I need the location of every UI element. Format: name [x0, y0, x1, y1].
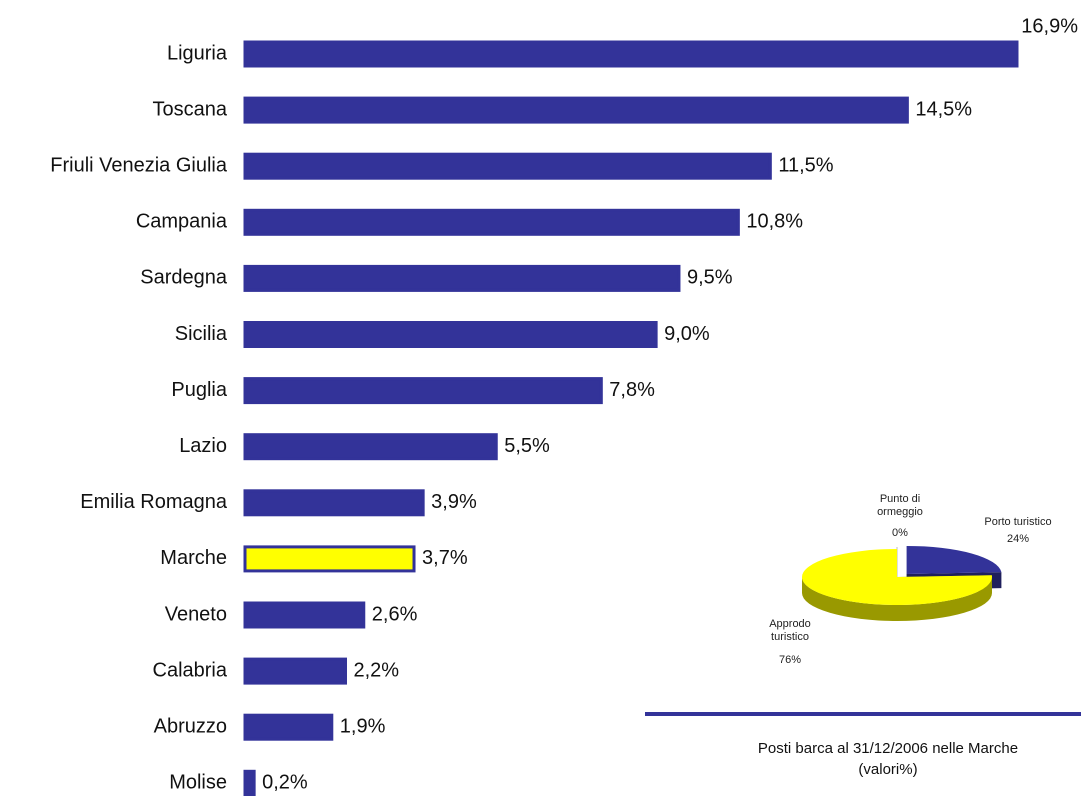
- bar: [243, 152, 772, 180]
- category-label: Campania: [136, 211, 228, 233]
- value-label: 10,8%: [746, 211, 803, 233]
- bar: [243, 489, 425, 517]
- category-label: Friuli Venezia Giulia: [50, 154, 228, 176]
- category-label: Puglia: [171, 379, 227, 401]
- bar: [243, 601, 366, 629]
- category-label: Molise: [169, 772, 227, 794]
- value-label: 14,5%: [915, 98, 972, 120]
- bar: [243, 433, 498, 461]
- pie-value-label: 0%: [892, 527, 908, 539]
- value-label: 11,5%: [778, 154, 833, 176]
- pie-value-label: 24%: [1006, 533, 1030, 545]
- category-label: Emilia Romagna: [80, 491, 228, 513]
- bar: [243, 377, 603, 405]
- pie-label: Punto di ormeggio: [877, 493, 923, 518]
- bar: [243, 657, 347, 685]
- bar: [243, 321, 658, 348]
- pie-slice: [802, 549, 993, 606]
- pie-value-label: 76%: [778, 654, 802, 666]
- pie-label: Approdo turistico: [769, 618, 811, 643]
- pie-subtitle: (valori%): [858, 761, 918, 778]
- value-label: 7,8%: [609, 379, 655, 401]
- category-label: Calabria: [153, 659, 228, 681]
- value-label: 1,9%: [340, 715, 386, 737]
- value-label: 2,2%: [353, 659, 399, 681]
- category-label: Veneto: [165, 603, 227, 625]
- bar: [243, 264, 681, 292]
- value-label: 9,0%: [664, 323, 710, 345]
- value-label: 16,9%: [1021, 15, 1078, 37]
- value-label: 0,2%: [262, 772, 308, 794]
- pie-title: Posti barca al 31/12/2006 nelle Marche: [757, 740, 1019, 757]
- bar: [243, 96, 909, 124]
- bar: [243, 40, 1019, 68]
- category-label: Sicilia: [175, 323, 228, 345]
- category-label: Toscana: [153, 98, 228, 120]
- pie-label: Porto turistico: [984, 516, 1052, 528]
- pie-slice-side: [802, 577, 992, 621]
- bar: [243, 208, 740, 236]
- bar: [243, 713, 334, 741]
- pie-slice: [906, 545, 1002, 574]
- category-label: Liguria: [167, 42, 228, 64]
- category-label: Sardegna: [140, 267, 228, 289]
- category-label: Marche: [160, 547, 227, 569]
- bar: [243, 545, 416, 573]
- value-label: 5,5%: [504, 435, 550, 457]
- value-label: 3,9%: [431, 491, 477, 513]
- value-label: 9,5%: [687, 267, 733, 289]
- value-label: 2,6%: [372, 603, 418, 625]
- bar: [243, 769, 256, 796]
- value-label: 3,7%: [422, 547, 468, 569]
- category-label: Lazio: [179, 435, 227, 457]
- category-label: Abruzzo: [154, 715, 227, 737]
